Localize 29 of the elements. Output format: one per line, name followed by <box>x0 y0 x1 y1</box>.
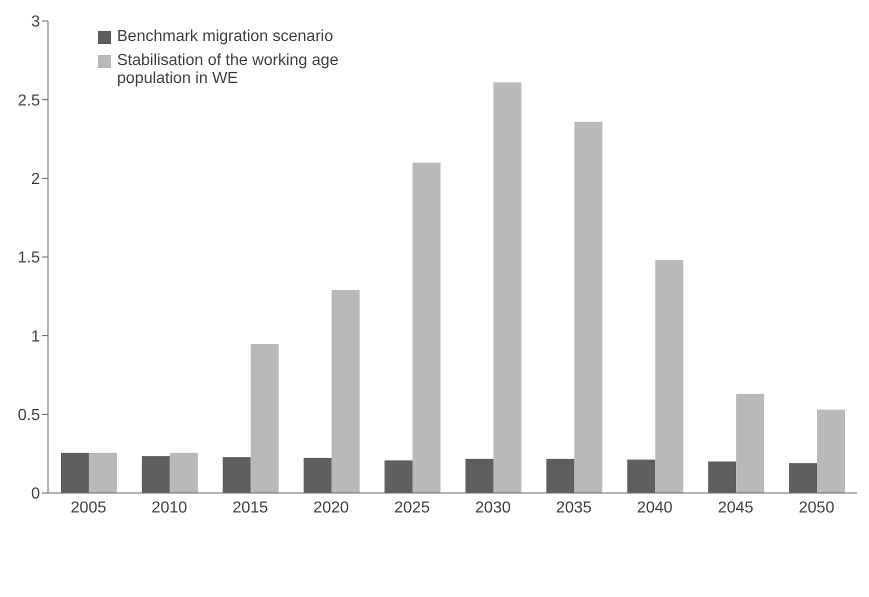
bar <box>574 122 602 493</box>
bar <box>736 394 764 493</box>
legend-label: Benchmark migration scenario <box>117 28 334 46</box>
y-tick-label: 2.5 <box>18 92 40 110</box>
y-tick-label: 1 <box>31 328 40 346</box>
bar <box>88 452 117 493</box>
bar <box>493 82 522 493</box>
bar <box>250 344 279 493</box>
y-tick-label: 0.5 <box>18 407 40 424</box>
bar <box>412 162 441 493</box>
x-tick-label: 2020 <box>313 499 350 516</box>
x-tick-label: 2040 <box>636 499 673 516</box>
legend-label: Stabilisation of the working age population in WE <box>117 52 340 88</box>
y-tick-label: 3 <box>31 14 40 31</box>
y-tick-label: 0 <box>31 486 40 503</box>
y-tick-label: 2 <box>31 171 40 188</box>
bar <box>655 260 684 493</box>
x-tick-label: 2045 <box>718 499 754 516</box>
x-tick-label: 2025 <box>394 499 430 516</box>
x-tick-label: 2010 <box>152 499 188 516</box>
x-tick-label: 2015 <box>232 499 268 516</box>
x-tick-label: 2005 <box>70 499 106 516</box>
x-tick-label: 2030 <box>475 499 511 516</box>
bar <box>332 290 360 493</box>
x-tick-label: 2050 <box>798 499 834 516</box>
x-tick-label: 2035 <box>556 499 592 516</box>
y-tick-label: 1.5 <box>18 250 40 267</box>
bar <box>817 410 846 493</box>
bar <box>170 452 198 493</box>
